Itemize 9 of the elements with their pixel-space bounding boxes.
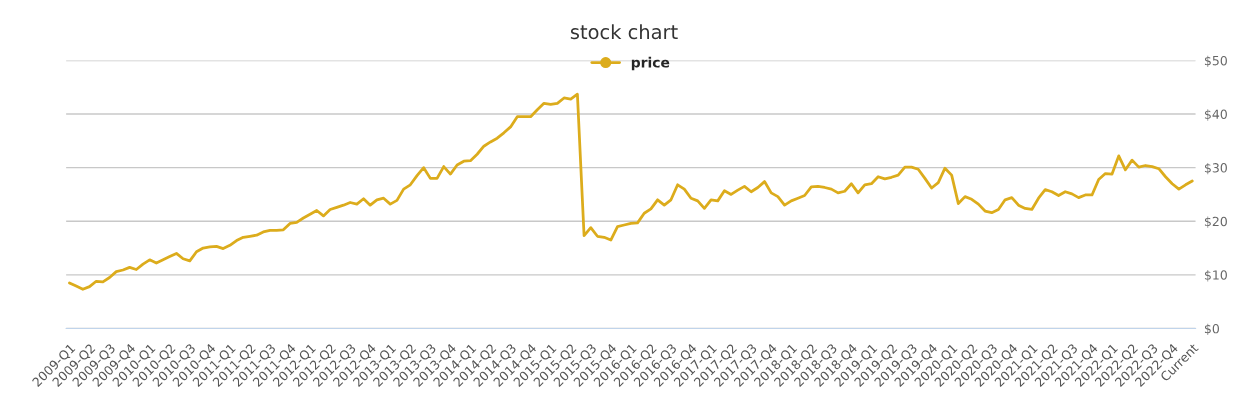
y-tick-label: $0 — [1204, 323, 1219, 336]
chart-title: stock chart — [570, 24, 678, 40]
legend-label: price — [631, 56, 670, 71]
y-tick-label: $20 — [1204, 216, 1227, 228]
y-tick-label: $30 — [1204, 162, 1227, 175]
y-tick-label: $10 — [1204, 270, 1227, 282]
line-series — [68, 92, 1194, 291]
y-tick-label: $40 — [1204, 109, 1227, 121]
y-tick-label: $50 — [1204, 55, 1227, 68]
